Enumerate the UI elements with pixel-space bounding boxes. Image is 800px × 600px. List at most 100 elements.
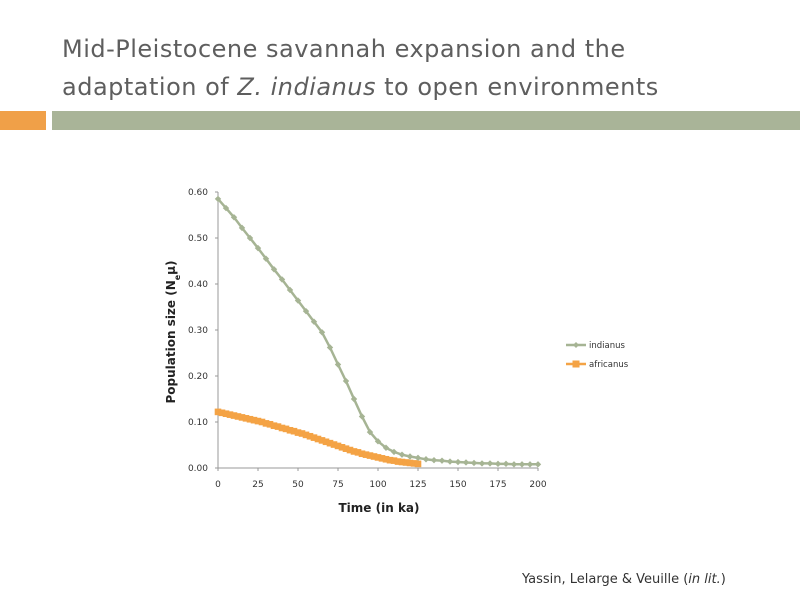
data-point-africanus	[314, 435, 322, 443]
title-line-1: Mid-Pleistocene savannah expansion and t…	[62, 35, 626, 63]
x-tick-label: 175	[489, 480, 506, 490]
data-point-indianus	[246, 234, 254, 242]
x-tick-label: 125	[409, 480, 426, 490]
data-point-indianus	[262, 255, 270, 262]
data-point-indianus	[374, 438, 382, 445]
chart-series	[214, 195, 542, 468]
data-point-indianus	[526, 461, 534, 468]
data-point-indianus	[534, 461, 542, 468]
legend-marker-indianus	[573, 342, 579, 348]
data-point-indianus	[286, 286, 294, 294]
data-point-africanus	[338, 444, 346, 451]
data-point-africanus	[366, 452, 374, 459]
accent-bar-green	[52, 111, 800, 130]
legend-marker-africanus	[572, 360, 580, 368]
data-point-indianus	[486, 460, 494, 467]
data-point-africanus	[278, 424, 286, 432]
data-point-indianus	[230, 214, 238, 221]
data-point-indianus	[238, 224, 246, 232]
y-tick-label: 0.30	[188, 326, 208, 336]
citation-authors: Yassin, Lelarge & Veuille (	[522, 572, 689, 587]
y-tick-label: 0.00	[188, 464, 208, 474]
x-tick-label: 0	[215, 480, 221, 490]
data-point-africanus	[334, 442, 342, 450]
data-point-africanus	[294, 429, 302, 436]
data-point-indianus	[318, 329, 326, 336]
data-point-africanus	[362, 451, 370, 458]
x-tick-label: 25	[252, 480, 263, 490]
data-point-africanus	[322, 438, 330, 446]
data-point-indianus	[414, 454, 422, 462]
data-point-africanus	[390, 457, 398, 464]
data-point-africanus	[234, 413, 242, 420]
data-point-africanus	[318, 437, 326, 444]
data-point-indianus	[310, 318, 318, 325]
data-point-africanus	[330, 441, 338, 448]
data-point-indianus	[278, 276, 286, 283]
citation-close: )	[720, 572, 726, 587]
data-point-africanus	[222, 410, 230, 418]
accent-bar-orange	[0, 111, 46, 130]
data-point-africanus	[350, 448, 358, 455]
title-line-2-post: to open environments	[376, 73, 659, 101]
y-tick-label: 0.10	[188, 418, 208, 428]
data-point-africanus	[238, 414, 246, 421]
data-point-africanus	[214, 408, 222, 416]
y-axis-title: Population size (Neμ)	[164, 260, 182, 403]
data-point-indianus	[214, 195, 222, 203]
data-point-indianus	[494, 460, 502, 468]
y-tick-label: 0.40	[188, 280, 208, 290]
data-point-indianus	[366, 428, 374, 436]
x-tick-label: 100	[369, 480, 386, 490]
chart-legend: indianus africanus	[566, 341, 629, 370]
data-point-africanus	[230, 412, 238, 419]
title-line-2: adaptation of Z. indianus to open enviro…	[62, 68, 762, 106]
data-point-indianus	[358, 413, 366, 420]
data-point-africanus	[382, 455, 390, 463]
data-point-indianus	[406, 453, 414, 460]
data-point-africanus	[386, 456, 394, 464]
x-tick-label: 200	[529, 480, 546, 490]
data-point-indianus	[430, 456, 438, 464]
data-point-africanus	[250, 416, 258, 424]
data-point-indianus	[398, 451, 406, 458]
data-point-indianus	[326, 344, 334, 351]
title-species-name: Z. indianus	[237, 73, 376, 101]
data-point-africanus	[226, 411, 234, 418]
data-point-africanus	[414, 460, 422, 468]
data-point-africanus	[270, 422, 278, 429]
data-point-africanus	[406, 459, 414, 467]
data-point-africanus	[374, 454, 382, 461]
data-point-africanus	[246, 415, 254, 423]
data-point-indianus	[470, 459, 478, 467]
data-point-indianus	[454, 458, 462, 466]
data-point-africanus	[342, 445, 350, 452]
x-tick-label: 150	[449, 480, 466, 490]
data-point-africanus	[354, 449, 362, 456]
data-point-indianus	[334, 361, 342, 368]
data-point-africanus	[326, 439, 334, 447]
data-point-africanus	[274, 423, 282, 430]
data-point-africanus	[266, 421, 274, 428]
data-point-africanus	[298, 430, 306, 437]
data-point-indianus	[510, 461, 518, 468]
x-axis-title: Time (in ka)	[339, 501, 420, 515]
data-point-indianus	[342, 377, 350, 385]
data-point-indianus	[446, 458, 454, 465]
data-point-africanus	[394, 458, 402, 465]
data-point-indianus	[254, 244, 262, 252]
data-point-indianus	[462, 459, 470, 466]
y-tick-label: 0.20	[188, 372, 208, 382]
data-point-indianus	[302, 307, 310, 315]
data-point-africanus	[290, 427, 298, 435]
data-point-africanus	[398, 458, 406, 466]
legend-label-indianus: indianus	[589, 341, 625, 351]
data-point-africanus	[410, 460, 418, 467]
data-point-indianus	[270, 266, 278, 273]
data-point-indianus	[478, 460, 486, 467]
data-point-indianus	[438, 457, 446, 464]
data-point-africanus	[306, 432, 314, 440]
y-tick-label: 0.50	[188, 234, 208, 244]
data-point-indianus	[350, 395, 358, 403]
